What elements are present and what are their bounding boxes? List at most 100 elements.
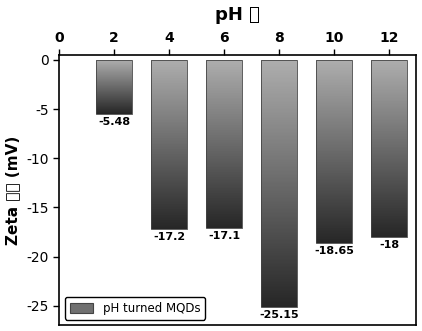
Bar: [151, 94, 187, 95]
Bar: [206, 141, 242, 142]
Bar: [151, 215, 187, 216]
Bar: [206, 166, 242, 167]
Bar: [316, 121, 352, 122]
Bar: [316, 209, 352, 210]
Bar: [96, 107, 132, 108]
Bar: [206, 113, 242, 114]
Bar: [206, 68, 242, 69]
Bar: [316, 226, 352, 227]
Bar: [316, 73, 352, 75]
Bar: [96, 108, 132, 109]
Bar: [316, 114, 352, 115]
Bar: [151, 62, 187, 63]
Bar: [316, 201, 352, 202]
Bar: [261, 259, 297, 260]
Bar: [96, 80, 132, 81]
Bar: [261, 123, 297, 124]
Bar: [151, 89, 187, 90]
Bar: [371, 65, 407, 66]
Bar: [151, 71, 187, 72]
Bar: [261, 161, 297, 163]
Bar: [96, 106, 132, 107]
Bar: [316, 92, 352, 93]
Bar: [206, 125, 242, 126]
Bar: [316, 101, 352, 102]
Bar: [96, 64, 132, 65]
Bar: [261, 129, 297, 130]
Bar: [151, 198, 187, 199]
Bar: [206, 87, 242, 89]
Bar: [206, 106, 242, 107]
Bar: [261, 93, 297, 95]
Bar: [151, 125, 187, 126]
Bar: [316, 241, 352, 242]
Bar: [371, 177, 407, 178]
Bar: [371, 150, 407, 151]
Bar: [371, 74, 407, 75]
Bar: [261, 218, 297, 219]
Bar: [151, 214, 187, 215]
Bar: [151, 80, 187, 81]
Bar: [261, 148, 297, 149]
Bar: [151, 139, 187, 140]
Bar: [206, 124, 242, 125]
Bar: [371, 101, 407, 103]
Bar: [371, 201, 407, 202]
Bar: [261, 277, 297, 279]
Bar: [316, 66, 352, 67]
Bar: [206, 156, 242, 157]
Bar: [151, 204, 187, 205]
Bar: [151, 100, 187, 101]
Bar: [371, 236, 407, 237]
Bar: [316, 118, 352, 119]
Bar: [151, 63, 187, 64]
Bar: [371, 62, 407, 63]
Bar: [261, 97, 297, 98]
Bar: [261, 257, 297, 258]
Bar: [261, 224, 297, 226]
Bar: [316, 117, 352, 118]
Bar: [206, 80, 242, 81]
Bar: [96, 65, 132, 66]
Bar: [206, 67, 242, 68]
Bar: [151, 192, 187, 193]
Bar: [371, 134, 407, 135]
Bar: [316, 102, 352, 103]
Bar: [316, 198, 352, 199]
Bar: [371, 168, 407, 169]
Bar: [261, 252, 297, 253]
Bar: [261, 265, 297, 266]
Bar: [261, 229, 297, 231]
Bar: [316, 222, 352, 223]
Bar: [206, 103, 242, 104]
Bar: [151, 116, 187, 117]
Bar: [206, 84, 242, 85]
Bar: [96, 77, 132, 78]
Bar: [206, 93, 242, 94]
Bar: [316, 225, 352, 226]
Bar: [316, 199, 352, 200]
Bar: [261, 72, 297, 73]
Bar: [261, 119, 297, 120]
Bar: [261, 270, 297, 271]
Bar: [206, 123, 242, 124]
Bar: [206, 68, 242, 69]
Bar: [96, 92, 132, 93]
Bar: [206, 108, 242, 109]
Bar: [151, 159, 187, 160]
Bar: [151, 103, 187, 104]
Bar: [261, 230, 297, 232]
Bar: [96, 60, 132, 61]
Bar: [316, 208, 352, 209]
Bar: [151, 121, 187, 122]
Bar: [151, 119, 187, 120]
Bar: [151, 160, 187, 161]
Bar: [151, 199, 187, 200]
Bar: [151, 93, 187, 94]
Bar: [206, 164, 242, 165]
Bar: [151, 111, 187, 112]
Bar: [371, 85, 407, 86]
Bar: [151, 101, 187, 102]
Bar: [206, 98, 242, 99]
Bar: [206, 213, 242, 214]
